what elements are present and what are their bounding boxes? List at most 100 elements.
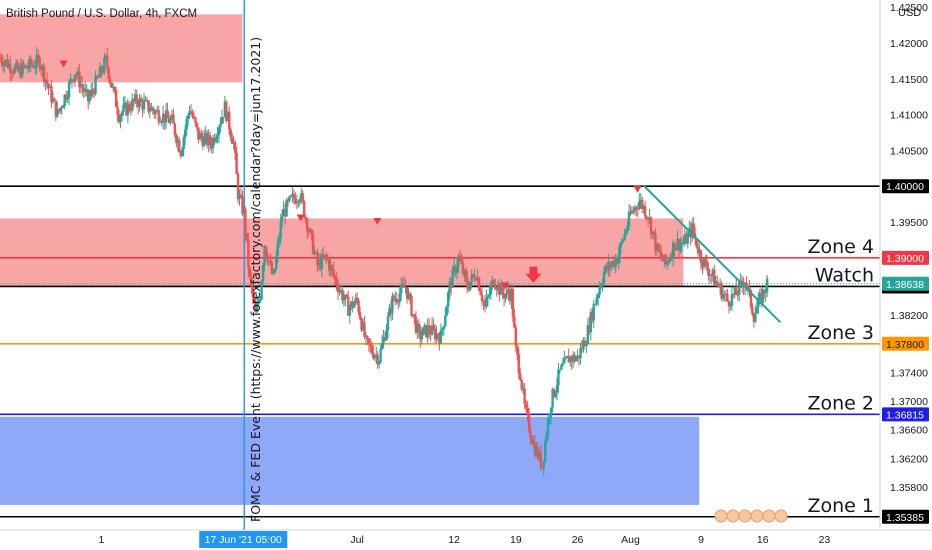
candle [679, 236, 682, 254]
candle [582, 337, 585, 353]
candle [729, 302, 732, 311]
candle [596, 292, 600, 306]
candle [524, 399, 528, 413]
economic-event-icon[interactable] [726, 509, 740, 523]
candle [435, 325, 438, 344]
candle [608, 260, 612, 277]
candle [589, 308, 592, 341]
candle [757, 292, 760, 314]
candle [301, 190, 304, 204]
candle [523, 383, 526, 410]
price-axis[interactable]: 1.42500 1.42000 1.41500 1.41000 1.40500 1.395… [882, 2, 929, 524]
candle [50, 79, 53, 109]
candle [516, 344, 519, 361]
economic-event-icon[interactable] [762, 509, 776, 523]
candle [207, 129, 210, 153]
candle [41, 63, 44, 79]
candle [175, 133, 178, 148]
candle [458, 249, 462, 262]
economic-event-icon[interactable] [738, 509, 752, 523]
candle [472, 273, 475, 278]
candle [219, 117, 222, 133]
time-tick-label: 1 [98, 534, 104, 546]
candle [22, 59, 25, 74]
candle [323, 254, 326, 261]
candle [661, 254, 664, 262]
economic-event-icon[interactable] [750, 509, 764, 523]
candle [258, 296, 262, 304]
candle [326, 254, 329, 262]
candle [56, 102, 59, 118]
candle [373, 354, 376, 361]
event-date-badge[interactable] [199, 531, 288, 548]
time-tick-label: 23 [819, 534, 831, 546]
candle [107, 66, 110, 84]
candle [291, 186, 294, 203]
candle [203, 129, 206, 147]
candle [261, 263, 265, 286]
candle [370, 341, 374, 355]
time-tick-label: 19 [510, 534, 522, 546]
time-tick-label: Aug [621, 534, 640, 546]
candle [400, 277, 403, 301]
candle [26, 62, 30, 74]
candle [19, 58, 22, 79]
economic-event-icon[interactable] [774, 509, 788, 523]
price-tick-label: 1.35800 [890, 482, 928, 494]
candle [12, 69, 15, 78]
candle [161, 105, 165, 130]
candle [424, 324, 428, 339]
candle [671, 239, 675, 267]
level-badge-1[interactable] [882, 250, 929, 265]
candle [385, 324, 388, 342]
candle [544, 438, 547, 463]
candle [576, 349, 579, 363]
level-badge-5[interactable] [882, 509, 929, 524]
candle [217, 125, 221, 144]
supply-zone-mid[interactable] [0, 218, 684, 287]
candle [235, 146, 238, 175]
candle [410, 293, 413, 317]
candle [197, 127, 200, 144]
candle [455, 258, 459, 280]
economic-event-icon[interactable] [714, 509, 728, 523]
candle [494, 278, 497, 290]
candles-layer [0, 46, 769, 476]
candle [411, 314, 415, 319]
candle [573, 351, 576, 364]
zone-label-4: Zone 2 [808, 392, 875, 414]
price-tick-label: 1.37000 [890, 396, 928, 408]
candle [445, 304, 448, 316]
candle [477, 276, 481, 292]
candle [253, 289, 256, 310]
candle [272, 268, 275, 276]
candle [247, 232, 250, 277]
candle [114, 87, 118, 108]
candle [457, 253, 460, 273]
candle [444, 307, 447, 328]
candle [305, 216, 309, 240]
time-axis[interactable]: 1 Jul 12 19 26 Aug 9 16 23 17 Jun '21 05:00 [98, 531, 830, 548]
candle [211, 134, 215, 154]
level-badge-3[interactable] [882, 336, 929, 351]
candle [303, 200, 306, 219]
candle [98, 62, 102, 78]
candle [67, 79, 71, 106]
currency-label[interactable]: USD [898, 7, 921, 19]
candle [633, 204, 637, 216]
candle [39, 64, 43, 76]
candle [535, 441, 538, 457]
candle [142, 92, 146, 114]
candle [470, 269, 473, 289]
supply-zone-top[interactable] [0, 14, 243, 83]
level-badge-0[interactable] [882, 179, 929, 194]
candle [3, 59, 6, 74]
candle [341, 285, 344, 304]
level-badge-4[interactable] [882, 407, 929, 422]
candle [591, 308, 594, 324]
trendline[interactable] [642, 184, 782, 324]
current-price-badge[interactable] [882, 276, 929, 291]
demand-zone[interactable] [0, 416, 700, 505]
candle [389, 299, 393, 321]
